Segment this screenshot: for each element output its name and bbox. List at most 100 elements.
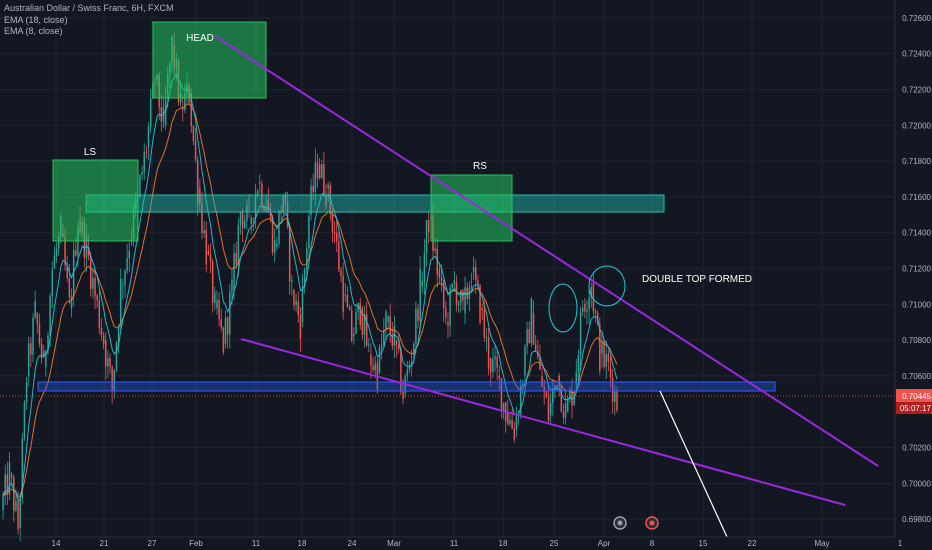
candle-body — [306, 248, 308, 270]
candle-body — [438, 268, 441, 278]
candle-body — [246, 205, 248, 221]
candle-body — [333, 232, 336, 234]
candle-body — [483, 309, 486, 338]
candle-body — [543, 386, 545, 393]
candle-body — [338, 241, 340, 271]
candle-body — [513, 428, 516, 440]
candle-body — [616, 390, 618, 411]
candle-body — [222, 327, 225, 353]
candle-body — [445, 308, 447, 318]
projection-line — [659, 390, 728, 538]
candle-body — [21, 438, 24, 498]
candle-body — [111, 366, 113, 391]
candle-body — [301, 286, 304, 323]
candle-body — [201, 203, 203, 234]
candle-body — [372, 365, 374, 371]
candle-body — [564, 403, 567, 418]
candle-body — [492, 359, 494, 373]
candle-body — [509, 419, 511, 425]
candle-body — [276, 243, 278, 248]
x-tick-label: 14 — [52, 539, 61, 548]
candle-body — [252, 217, 255, 220]
y-tick-label: 0.71600 — [902, 193, 931, 202]
candle-body — [395, 340, 398, 345]
candle-body — [149, 98, 152, 127]
candle-body — [385, 311, 387, 330]
candle-body — [442, 281, 445, 309]
candle-body — [325, 194, 327, 206]
candle-body — [209, 255, 212, 262]
candle-body — [233, 253, 235, 290]
candle-body — [541, 375, 543, 387]
candle-body — [286, 203, 289, 227]
candle-body — [15, 501, 17, 511]
candle-body — [323, 164, 325, 195]
x-tick-label: Mar — [387, 539, 401, 548]
ema-8-label[interactable]: EMA (8, close) — [4, 26, 63, 36]
candle-body — [489, 358, 492, 373]
candle-body — [569, 389, 571, 399]
candle-body — [479, 285, 481, 323]
candle-body — [278, 210, 280, 244]
candle-body — [126, 257, 128, 271]
candle-body — [470, 285, 473, 288]
candle-body — [98, 300, 101, 329]
candle-body — [32, 317, 34, 355]
candle-body — [231, 279, 233, 293]
y-tick-label: 0.69800 — [902, 515, 931, 524]
candle-body — [556, 385, 558, 390]
x-tick-label: 11 — [450, 539, 459, 548]
candle-body — [295, 300, 297, 306]
candle-body — [614, 390, 616, 403]
candle-body — [592, 282, 595, 312]
candle-body — [494, 356, 496, 360]
candle-body — [181, 107, 184, 111]
x-tick-label: 21 — [100, 539, 109, 548]
candle-body — [6, 474, 9, 496]
candle-body — [421, 281, 424, 287]
candle-body — [258, 182, 261, 184]
candle-body — [460, 290, 462, 303]
candle-body — [560, 385, 563, 412]
candle-body — [549, 403, 552, 416]
support-zone — [37, 381, 776, 392]
candle-body — [383, 329, 385, 345]
candle-body — [391, 334, 394, 346]
candle-body — [348, 307, 351, 311]
candle-body — [235, 253, 237, 264]
candle-body — [293, 289, 295, 306]
candle-body — [17, 501, 19, 530]
candle-body — [573, 393, 575, 406]
candle-body — [374, 363, 376, 371]
symbol-title[interactable]: Australian Dollar / Swiss Franc, 6H, FXC… — [4, 3, 174, 13]
candle-body — [104, 340, 107, 367]
candle-body — [214, 292, 216, 304]
candle-body — [87, 247, 90, 256]
y-tick-label: 0.70200 — [902, 444, 931, 453]
candle-body — [139, 174, 141, 197]
candle-body — [340, 270, 342, 277]
candle-body — [40, 343, 43, 358]
candle-body — [265, 208, 267, 211]
candle-body — [70, 296, 73, 308]
candle-body — [581, 307, 584, 313]
candle-body — [342, 276, 344, 313]
ema-18-label[interactable]: EMA (18, close) — [4, 14, 68, 25]
candle-body — [312, 185, 314, 193]
y-tick-label: 0.72000 — [902, 121, 931, 130]
candle-body — [453, 279, 456, 284]
y-tick-label: 0.72600 — [902, 14, 931, 23]
candle-body — [299, 315, 302, 339]
candle-body — [359, 302, 362, 325]
candle-body — [72, 250, 75, 297]
candle-body — [318, 164, 321, 178]
right-shoulder-label: RS — [473, 161, 487, 172]
x-tick-label: 22 — [748, 539, 757, 548]
chart-legend: Australian Dollar / Swiss Franc, 6H, FXC… — [4, 3, 174, 38]
candle-body — [436, 248, 439, 275]
grid — [0, 0, 895, 537]
candle-body — [588, 297, 590, 310]
candle-body — [566, 398, 569, 412]
x-tick-label: Apr — [598, 539, 611, 548]
